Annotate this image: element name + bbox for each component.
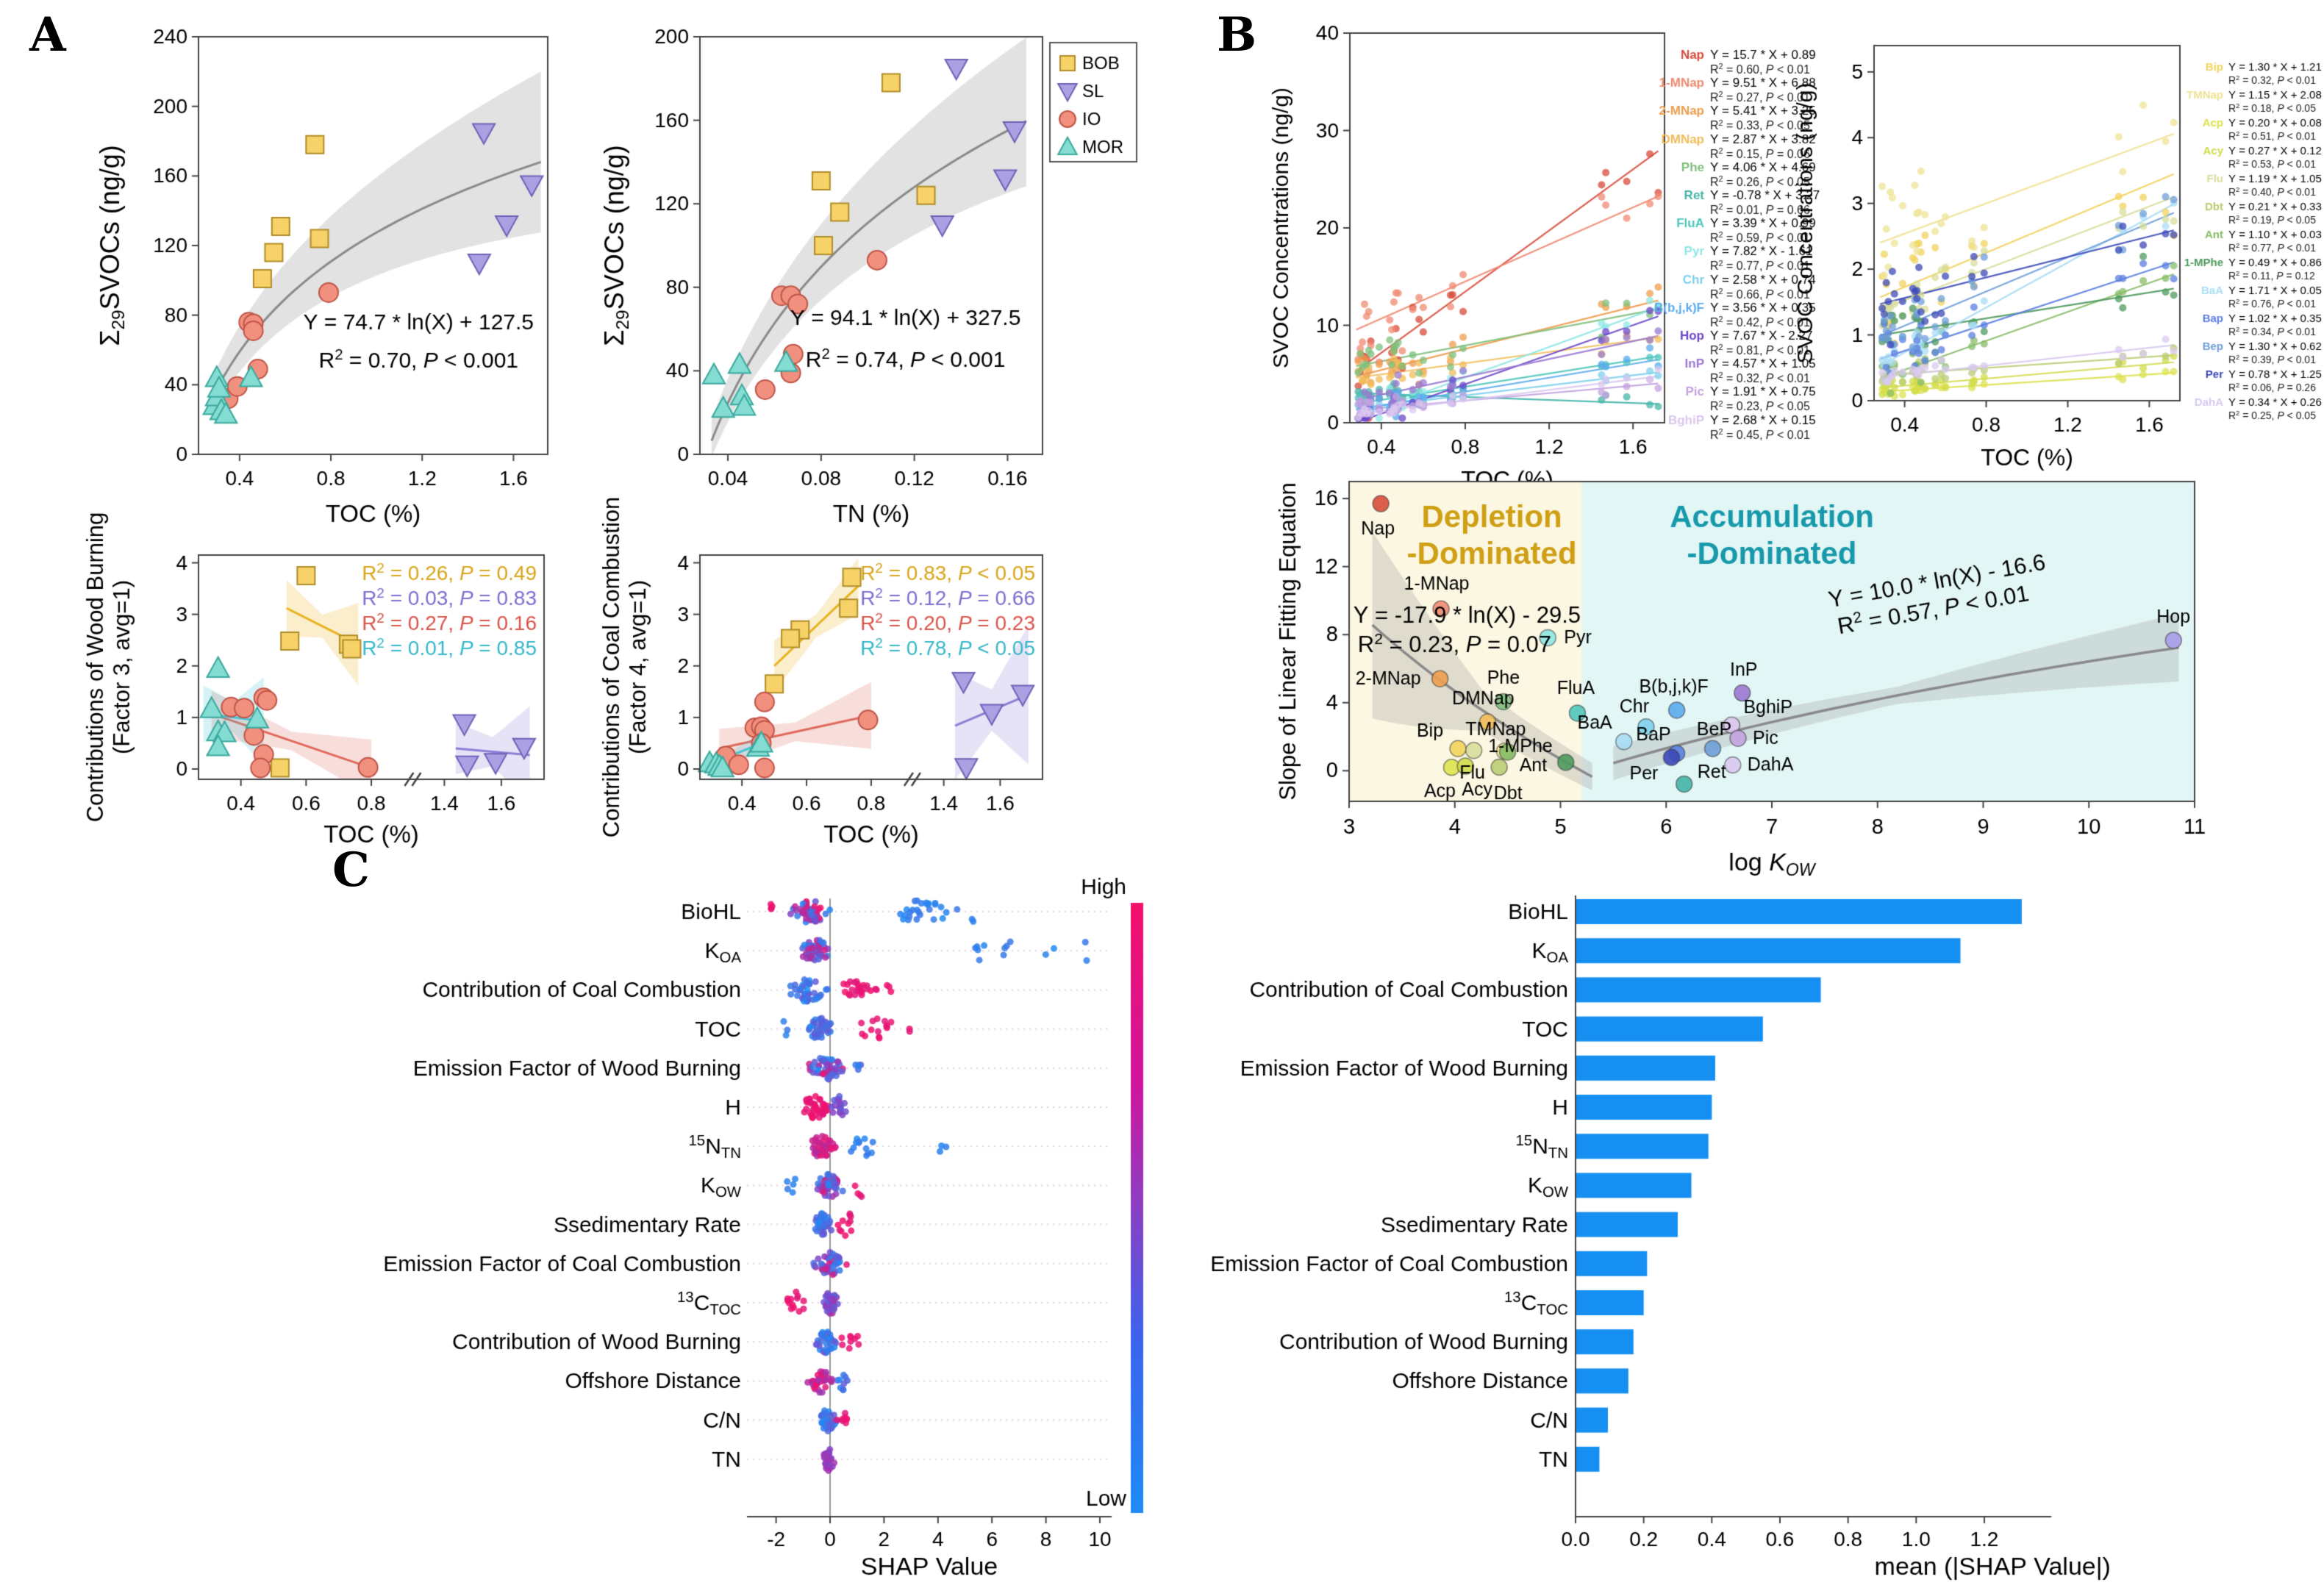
- chart-sum-svocs-vs-toc: [199, 37, 548, 454]
- panel-a-label: A: [29, 7, 66, 62]
- chart-shap-beeswarm: [747, 897, 1112, 1517]
- shap-colorbar: [1131, 903, 1143, 1513]
- chart-svoc-concentrations-vs-toc-1: [1350, 33, 1665, 423]
- panel-b-label: B: [1217, 7, 1257, 62]
- panel-c-label: C: [332, 843, 370, 898]
- legend-box: [1050, 43, 1137, 162]
- chart-mean-shap-bars: [1576, 897, 2046, 1517]
- chart-slope-vs-logkow: [1349, 482, 2195, 801]
- chart-sum-svocs-vs-tn: [700, 37, 1043, 454]
- chart-wood-burning-vs-toc: [199, 555, 544, 779]
- chart-coal-combustion-vs-toc: [700, 555, 1043, 779]
- chart-svoc-concentrations-vs-toc-2: [1874, 46, 2180, 401]
